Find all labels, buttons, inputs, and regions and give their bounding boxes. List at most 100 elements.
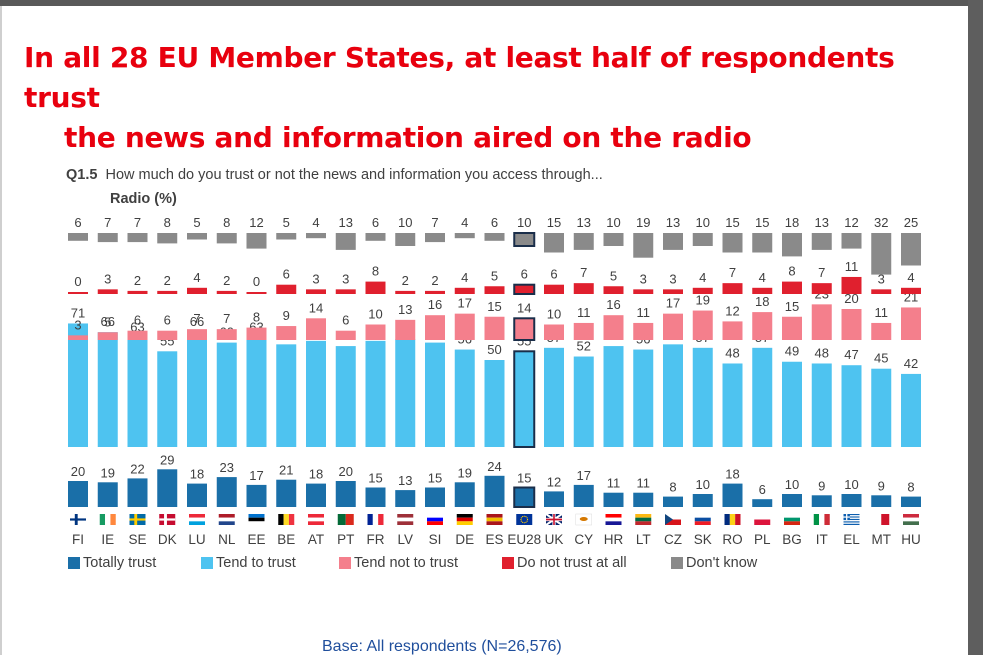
bar-tend-not-to-trust-hr bbox=[603, 315, 624, 340]
bar-tend-to-trust-pt bbox=[335, 346, 356, 447]
label-dont-know-dk: 8 bbox=[164, 215, 171, 230]
label-do-not-trust-at-all-de: 4 bbox=[461, 270, 468, 285]
bar-tend-not-to-trust-eu28 bbox=[513, 317, 536, 341]
label-dont-know-es: 6 bbox=[491, 215, 498, 230]
bar-group-pt: 20586313PT bbox=[335, 215, 356, 547]
flag-lu-icon bbox=[189, 514, 205, 525]
label-totally-trust-nl: 23 bbox=[220, 460, 234, 475]
category-label-at: AT bbox=[308, 532, 324, 547]
label-do-not-trust-at-all-lu: 4 bbox=[193, 270, 200, 285]
category-label-it: IT bbox=[816, 532, 828, 547]
category-label-dk: DK bbox=[158, 532, 177, 547]
label-dont-know-hr: 10 bbox=[606, 215, 620, 230]
bar-do-not-trust-at-all-sk bbox=[692, 287, 713, 294]
flag-bg-icon bbox=[784, 514, 800, 525]
label-totally-trust-lu: 18 bbox=[190, 467, 204, 482]
bar-totally-trust-nl bbox=[216, 477, 237, 507]
flag-at-icon bbox=[308, 514, 324, 525]
label-totally-trust-dk: 29 bbox=[160, 452, 174, 467]
bar-tend-to-trust-at bbox=[306, 340, 326, 447]
legend-item-tend-to-trust: Tend to trust bbox=[201, 555, 296, 571]
label-tend-to-trust-es: 50 bbox=[487, 342, 501, 357]
label-tend-not-to-trust-at: 14 bbox=[309, 300, 323, 315]
label-tend-not-to-trust-pt: 6 bbox=[342, 313, 349, 328]
label-tend-not-to-trust-cy: 11 bbox=[577, 305, 591, 320]
flag-uk-icon bbox=[545, 513, 563, 526]
category-label-ie: IE bbox=[101, 532, 114, 547]
label-totally-trust-de: 19 bbox=[458, 465, 472, 480]
bar-do-not-trust-at-all-bg bbox=[782, 281, 802, 294]
category-label-fr: FR bbox=[367, 532, 385, 547]
bar-totally-trust-dk bbox=[157, 469, 178, 507]
headline-line-2: the news and information aired on the ra… bbox=[64, 121, 752, 154]
bar-do-not-trust-at-all-hu bbox=[901, 287, 921, 294]
bar-dont-know-lu bbox=[187, 233, 207, 240]
legend-item-do-not-trust-at-all: Do not trust at all bbox=[502, 555, 627, 571]
chart-subtitle: Radio (%) bbox=[110, 191, 177, 207]
bar-dont-know-ee bbox=[246, 233, 267, 249]
label-totally-trust-pt: 20 bbox=[339, 464, 353, 479]
label-tend-not-to-trust-sk: 19 bbox=[696, 293, 710, 308]
flag-mt-icon bbox=[873, 514, 890, 525]
legend-swatch-totally-trust bbox=[68, 557, 80, 569]
category-label-eu28: EU28 bbox=[507, 532, 541, 547]
base-note: Base: All respondents (N=26,576) bbox=[322, 638, 562, 655]
category-label-bg: BG bbox=[782, 532, 802, 547]
bar-do-not-trust-at-all-fr bbox=[365, 281, 386, 294]
category-label-cz: CZ bbox=[664, 532, 682, 547]
bar-tend-to-trust-si bbox=[425, 342, 445, 447]
bar-tend-not-to-trust-ro bbox=[722, 321, 743, 340]
bar-dont-know-mt bbox=[871, 233, 892, 275]
bar-totally-trust-lt bbox=[633, 492, 654, 507]
bar-tend-to-trust-hu bbox=[901, 373, 921, 447]
label-dont-know-se: 7 bbox=[134, 215, 141, 230]
bar-group-si: 15601627SI bbox=[425, 215, 445, 547]
label-dont-know-pl: 15 bbox=[755, 215, 769, 230]
label-do-not-trust-at-all-dk: 2 bbox=[164, 273, 171, 288]
flag-fi-icon bbox=[70, 514, 86, 525]
bar-totally-trust-cy bbox=[573, 484, 594, 507]
bar-group-se: 22 636 2 7 SE bbox=[127, 215, 148, 547]
label-dont-know-eu28: 10 bbox=[517, 215, 531, 230]
bar-group-fr: 15611086FR bbox=[365, 215, 386, 547]
bar-tend-to-trust-cz bbox=[663, 344, 683, 447]
bar-dont-know-bg bbox=[782, 233, 802, 257]
label-tend-not-to-trust-nl: 7 bbox=[223, 311, 230, 326]
category-label-si: SI bbox=[429, 532, 442, 547]
window-top-border bbox=[0, 0, 983, 6]
bar-totally-trust-cz bbox=[663, 496, 683, 507]
label-do-not-trust-at-all-uk: 6 bbox=[550, 267, 557, 282]
bar-tend-to-trust-uk bbox=[544, 347, 564, 447]
bar-group-ie: 19 665 3 7 IE bbox=[97, 215, 118, 547]
bar-tend-to-trust-pl bbox=[752, 347, 773, 447]
bar-totally-trust-se bbox=[127, 478, 148, 507]
label-do-not-trust-at-all-ie: 3 bbox=[104, 271, 111, 286]
bar-totally-trust-lu bbox=[187, 483, 207, 507]
bar-dont-know-hr bbox=[603, 233, 624, 246]
bar-tend-to-trust-lt bbox=[633, 349, 654, 447]
bar-tend-not-to-trust-uk bbox=[544, 324, 564, 340]
bar-tend-to-trust-bg bbox=[782, 361, 802, 447]
bar-tend-not-to-trust-mt bbox=[871, 322, 892, 340]
bar-totally-trust-mt bbox=[871, 495, 892, 507]
label-dont-know-hu: 25 bbox=[904, 215, 918, 230]
bar-dont-know-it bbox=[811, 233, 832, 250]
label-dont-know-si: 7 bbox=[431, 215, 438, 230]
question-code: Q1.5 bbox=[66, 167, 98, 183]
bar-totally-trust-pl bbox=[752, 499, 773, 507]
category-label-hu: HU bbox=[901, 532, 921, 547]
bar-totally-trust-pt bbox=[335, 481, 356, 507]
bar-do-not-trust-at-all-uk bbox=[544, 284, 564, 294]
label-tend-not-to-trust-be: 9 bbox=[283, 308, 290, 323]
bar-tend-not-to-trust-cy bbox=[573, 322, 594, 340]
bar-dont-know-at bbox=[306, 233, 326, 239]
label-do-not-trust-at-all-es: 5 bbox=[491, 268, 498, 283]
label-dont-know-pt: 13 bbox=[339, 215, 353, 230]
label-tend-not-to-trust-pl: 18 bbox=[755, 294, 769, 309]
bar-group-es: 24 50 15 5 6 ES bbox=[484, 215, 505, 547]
bar-tend-to-trust-nl bbox=[216, 342, 237, 447]
label-tend-not-to-trust-fi: 3 bbox=[74, 317, 81, 332]
bar-tend-to-trust-ee bbox=[246, 337, 267, 447]
label-dont-know-ie: 7 bbox=[104, 215, 111, 230]
bar-group-eu28: 155514610EU28 bbox=[507, 215, 541, 547]
